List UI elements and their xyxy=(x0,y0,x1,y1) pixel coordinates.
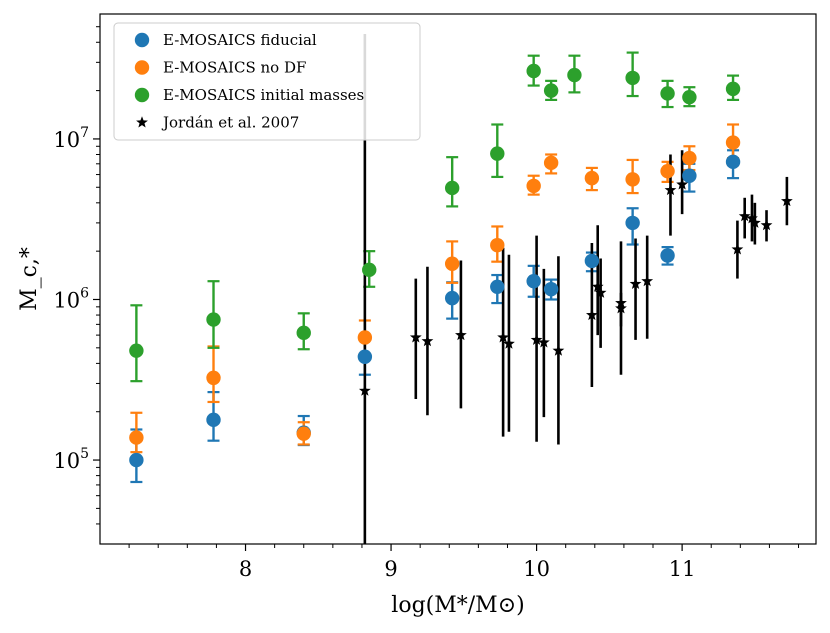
data-point xyxy=(296,426,311,441)
data-point-star xyxy=(664,183,677,196)
data-point-star xyxy=(585,308,598,321)
data-point-star xyxy=(748,216,761,228)
data-point xyxy=(490,237,505,253)
data-point xyxy=(725,154,741,170)
data-point xyxy=(206,370,221,386)
legend-item: E-MOSAICS initial masses xyxy=(134,86,364,104)
data-point xyxy=(357,330,373,345)
data-point xyxy=(543,281,559,297)
data-point xyxy=(362,262,377,278)
data-point xyxy=(526,273,541,289)
x-axis-ticks: 8 9 10 11 xyxy=(128,544,800,581)
x-tick-label: 10 xyxy=(523,557,550,581)
data-point xyxy=(584,253,600,269)
y-tick-label: 107 xyxy=(53,125,89,152)
legend: E-MOSAICS fiducial E-MOSAICS no DF E-MOSAI… xyxy=(113,22,421,141)
data-point xyxy=(682,168,697,183)
legend-frame xyxy=(113,22,421,141)
legend-marker xyxy=(134,32,150,48)
data-point xyxy=(490,146,505,161)
legend-label: E-MOSAICS no DF xyxy=(163,59,306,77)
data-point-star xyxy=(530,333,543,345)
plot-frame xyxy=(99,13,817,545)
legend-marker xyxy=(136,116,148,128)
y-tick-label: 106 xyxy=(53,285,89,312)
data-point-star xyxy=(629,277,642,289)
data-point-star xyxy=(591,280,604,292)
data-point xyxy=(567,67,582,83)
legend-item: E-MOSAICS fiducial xyxy=(134,31,317,49)
data-point xyxy=(526,178,541,194)
x-axis-label-text: log(M*/M⊙) xyxy=(391,593,524,618)
data-point-star xyxy=(537,336,550,348)
legend-item: Jordán et al. 2007 xyxy=(136,114,299,132)
data-point xyxy=(725,135,741,150)
data-point-star xyxy=(455,328,467,341)
data-point-star xyxy=(497,331,510,343)
markers-series-2 xyxy=(129,63,741,358)
data-point-star xyxy=(731,243,744,255)
data-point-star xyxy=(503,337,515,349)
x-tick-label: 9 xyxy=(384,557,397,581)
data-point-star xyxy=(676,178,689,190)
data-point-star xyxy=(746,212,758,224)
data-point xyxy=(357,349,373,364)
data-point xyxy=(625,70,640,86)
data-point-star xyxy=(738,210,751,222)
y-axis-label: M_c,* xyxy=(17,247,42,311)
legend-label: Jordán et al. 2007 xyxy=(161,114,299,132)
data-point xyxy=(129,452,144,468)
marker-layer xyxy=(129,63,793,468)
data-point-star xyxy=(760,219,773,231)
markers-series-1 xyxy=(129,135,741,445)
data-point xyxy=(543,155,559,171)
x-tick-label: 11 xyxy=(669,557,696,581)
markers-series-3 xyxy=(358,178,793,396)
data-point xyxy=(526,63,541,79)
data-point-star xyxy=(615,302,627,314)
data-point-star xyxy=(552,344,565,356)
data-point xyxy=(682,89,697,105)
data-point xyxy=(543,83,559,98)
data-point xyxy=(625,172,640,187)
y-axis-ticks: 105 106 107 xyxy=(53,26,100,525)
x-tick-label: 8 xyxy=(239,557,252,581)
data-point-star xyxy=(594,286,607,298)
y-axis-label-text: M_c,* xyxy=(17,247,42,311)
data-point xyxy=(444,256,460,271)
data-point xyxy=(660,163,675,179)
data-point xyxy=(660,248,675,263)
legend-label: E-MOSAICS fiducial xyxy=(163,31,317,49)
legend-marker xyxy=(134,87,150,103)
data-point xyxy=(129,430,144,445)
data-point xyxy=(725,81,741,97)
x-axis-label: log(M*/M⊙) xyxy=(391,593,524,618)
data-point xyxy=(444,290,460,306)
data-point xyxy=(206,312,221,327)
data-point xyxy=(660,86,675,101)
legend-marker xyxy=(134,60,150,75)
data-point-star xyxy=(421,334,434,347)
data-point-star xyxy=(641,275,654,287)
data-point xyxy=(296,325,311,341)
data-point xyxy=(682,150,697,166)
legend-item: E-MOSAICS no DF xyxy=(134,59,306,77)
data-point-star xyxy=(358,384,371,396)
data-point xyxy=(206,412,221,428)
legend-label: E-MOSAICS initial masses xyxy=(163,86,364,104)
data-point xyxy=(625,215,640,231)
data-point xyxy=(490,279,505,294)
data-point-star xyxy=(781,194,793,207)
data-point xyxy=(444,180,460,196)
data-point-star xyxy=(409,331,422,343)
y-tick-label: 105 xyxy=(53,446,89,473)
data-point xyxy=(129,343,144,358)
data-point xyxy=(584,170,600,186)
